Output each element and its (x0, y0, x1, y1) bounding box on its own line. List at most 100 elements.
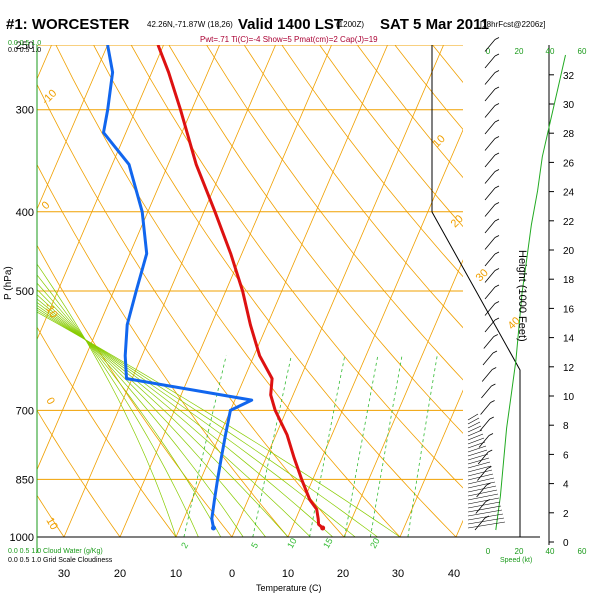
plot-area (37, 45, 600, 537)
dry-adiabat (37, 409, 121, 537)
wind-barb-flag (494, 37, 500, 40)
title-valid: Valid 1400 LST (238, 16, 344, 33)
speed-tick-top: 0 (486, 47, 491, 56)
wind-barb (484, 220, 496, 234)
wind-barb-flag (494, 70, 500, 73)
temperature-tick: 20 (337, 568, 349, 580)
wind-barb (484, 121, 496, 135)
isotherm (287, 129, 463, 537)
x-axis-label: Temperature (C) (256, 583, 322, 593)
wind-barb-flag (494, 119, 500, 123)
dry-adiabat (37, 326, 177, 537)
pressure-tick-250: 250 (16, 40, 34, 52)
cloud-water-scale: 0.0 0.5 1.0 Cloud Water (g/Kg) (8, 548, 103, 555)
height-tick-label: 4 (563, 480, 569, 491)
height-tick-label: 20 (563, 246, 575, 257)
speed-tick-bottom: 60 (578, 547, 587, 556)
mixing-ratio-line (309, 355, 346, 537)
isotherm-label: 30 (474, 267, 491, 284)
isotherm (119, 45, 332, 537)
moist-adiabat (37, 309, 378, 537)
wind-barb-flag (494, 103, 500, 106)
isotherm-label: -10 (40, 87, 60, 107)
mixing-ratio-label: 15 (321, 536, 335, 550)
speed-tick-bottom: 40 (546, 547, 555, 556)
temperature-tick: 0 (229, 568, 235, 580)
grid-cloudiness-scale: 0.0 0.5 1.0 Grid Scale Cloudiness (8, 557, 113, 564)
surface-temperature-marker (320, 525, 326, 531)
wind-barb-lower (467, 429, 483, 437)
title-forecast: [18hrFcst@2206z] (480, 20, 546, 29)
wind-barb (484, 72, 496, 85)
moist-adiabat (37, 263, 177, 537)
speed-tick-bottom: 20 (515, 547, 524, 556)
wind-barb-lower (467, 497, 500, 505)
theta-label: 10 (43, 516, 60, 533)
isotherm (175, 45, 388, 537)
wind-barb-lower (467, 421, 481, 429)
height-axis-label: Height (1000 Feet) (516, 250, 528, 342)
wind-barb-flag (492, 367, 497, 370)
y-axis-label: P (hPa) (3, 266, 14, 300)
wind-barb-lower (467, 413, 479, 421)
wind-barb (477, 451, 489, 465)
height-tick-label: 0 (563, 538, 569, 549)
dry-adiabat (319, 45, 463, 228)
wind-barb (474, 517, 486, 531)
wind-barb-lower (467, 513, 504, 521)
wind-barb-flag (493, 334, 498, 337)
wind-barb-lower (467, 485, 497, 493)
height-tick-label: 28 (563, 129, 575, 140)
height-tick-label: 10 (563, 392, 575, 403)
wind-barb-lower (467, 517, 505, 525)
wind-barb (484, 39, 496, 52)
wind-barb-flag (494, 284, 500, 288)
height-tick-label: 22 (563, 217, 575, 228)
dry-adiabat (470, 45, 600, 537)
mixing-ratio-line (252, 355, 292, 537)
height-tick-label: 24 (563, 188, 575, 199)
height-tick-label: 8 (563, 421, 569, 432)
wind-barb (484, 270, 496, 283)
wind-barb-flag (494, 53, 500, 57)
dry-adiabat (130, 45, 463, 489)
speed-tick-top: 60 (578, 47, 587, 56)
pressure-tick-400: 400 (16, 207, 34, 219)
moist-adiabat (37, 289, 244, 537)
moist-adiabat (37, 298, 289, 537)
mixing-ratio-line (407, 355, 438, 537)
surface-dewpoint-marker (210, 525, 216, 531)
wind-barb-flag (494, 136, 500, 139)
temperature-tick: 10 (170, 568, 182, 580)
moist-adiabat (37, 282, 222, 537)
wind-barb (484, 253, 496, 267)
wind-barb (484, 237, 496, 250)
wind-barb (484, 204, 496, 217)
isotherm (63, 45, 276, 537)
dry-adiabat (546, 45, 600, 537)
pressure-tick-700: 700 (16, 405, 34, 417)
wind-barb-lower (467, 473, 494, 481)
isotherm-label: 0 (40, 199, 53, 212)
wind-barb (475, 501, 487, 514)
pressure-tick-300: 300 (16, 105, 34, 117)
wind-barb-flag (489, 416, 494, 420)
wind-barb (481, 385, 492, 399)
wind-barb (478, 435, 490, 448)
isotherm-label: 10 (431, 133, 448, 150)
wind-barb (484, 88, 496, 102)
moist-adiabat (37, 307, 356, 537)
wind-barb-lower (467, 445, 487, 453)
wind-barb-flag (491, 383, 496, 387)
dewpoint-profile (102, 45, 254, 529)
wind-barb (484, 105, 496, 118)
wind-barb-lower (467, 489, 498, 497)
wind-barb-lower (467, 481, 496, 489)
wind-barb-flag (494, 235, 500, 238)
dry-adiabat (168, 45, 463, 434)
wind-barb-flag (494, 86, 500, 90)
wind-barb (484, 55, 496, 69)
wind-barb-lower (467, 425, 482, 433)
wind-barb-lower (467, 457, 490, 465)
